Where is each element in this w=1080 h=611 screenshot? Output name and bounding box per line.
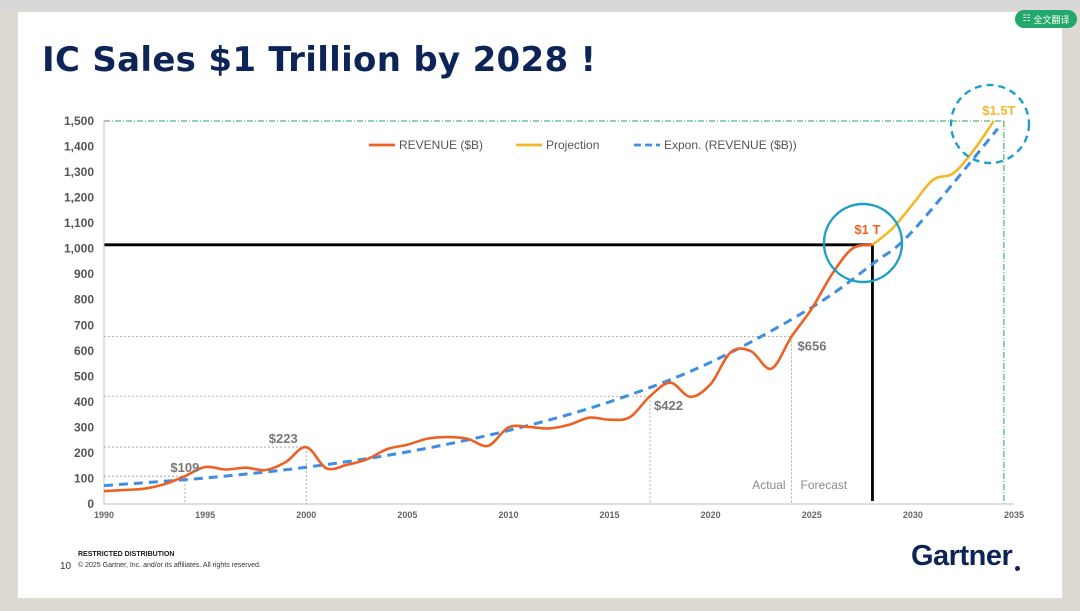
- y-tick-label: 700: [74, 318, 94, 332]
- window-top-strip: [0, 0, 1080, 10]
- x-tick-label: 2030: [903, 510, 923, 520]
- x-tick-label: 2035: [1004, 510, 1024, 520]
- y-tick-label: 1,000: [64, 242, 94, 256]
- translate-icon: ☷: [1022, 14, 1031, 24]
- data-label: $1 T: [854, 222, 880, 237]
- page-number: 10: [60, 561, 72, 572]
- translate-button[interactable]: ☷ 全文翻译: [1015, 10, 1077, 28]
- data-label: $656: [798, 339, 827, 354]
- trillion-circle: [822, 202, 904, 284]
- data-label: $422: [654, 398, 683, 413]
- actual-label: Actual: [752, 478, 785, 492]
- x-tick-label: 1990: [94, 510, 114, 520]
- y-tick-label: 200: [74, 446, 94, 460]
- restricted-distribution-label: RESTRICTED DISTRIBUTION: [78, 551, 175, 558]
- x-tick-label: 2010: [498, 510, 518, 520]
- forecast-label: Forecast: [801, 478, 848, 492]
- legend-label: REVENUE ($B): [399, 138, 483, 152]
- y-tick-label: 400: [74, 395, 94, 409]
- x-tick-label: 2020: [701, 510, 721, 520]
- y-tick-label: 300: [74, 420, 94, 434]
- x-tick-label: 2000: [296, 510, 316, 520]
- gartner-logo-dot: [1015, 566, 1020, 571]
- y-tick-label: 800: [74, 293, 94, 307]
- y-tick-label: 600: [74, 344, 94, 358]
- slide-title: IC Sales $1 Trillion by 2028 !: [42, 40, 597, 80]
- series-group: [103, 120, 999, 493]
- y-tick-label: 1,400: [64, 140, 94, 154]
- legend: REVENUE ($B) Projection Expon. (REVENUE ($…: [369, 138, 797, 152]
- copyright-notice: © 2025 Gartner, Inc. and/or its affiliat…: [78, 562, 261, 569]
- series-revenue-line: [103, 243, 873, 493]
- axes-group: 0 100 200 300 400 500 600 700 800 900 1,000 1,100 1,…: [64, 114, 1024, 520]
- x-tick-label: 1995: [195, 510, 215, 520]
- x-tick-label: 2025: [802, 510, 822, 520]
- y-tick-label: 1,300: [64, 165, 94, 179]
- slide: [18, 12, 1062, 598]
- translate-button-label: 全文翻译: [1033, 15, 1070, 26]
- annotation-group: $109 $223 $422 $656 $1 T $1.5T Actual Forecast: [170, 83, 1031, 492]
- y-tick-label: 100: [74, 471, 94, 485]
- gartner-logo: Gartner: [911, 540, 1013, 572]
- x-tick-label: 2015: [600, 510, 620, 520]
- y-tick-label: 1,200: [64, 191, 94, 205]
- reference-lines-group: [104, 120, 1005, 504]
- data-label: $109: [170, 460, 199, 475]
- data-label: $223: [269, 431, 298, 446]
- data-label: $1.5T: [982, 103, 1015, 118]
- y-tick-label: 1,500: [64, 114, 94, 128]
- series-projection-line: [871, 120, 995, 246]
- y-tick-label: 900: [74, 267, 94, 281]
- series-expon-line: [103, 127, 999, 488]
- y-tick-label: 500: [74, 369, 94, 383]
- x-tick-label: 2005: [397, 510, 417, 520]
- y-tick-label: 1,100: [64, 216, 94, 230]
- projection-circle: [949, 83, 1031, 165]
- y-tick-label: 0: [87, 497, 94, 511]
- legend-label: Expon. (REVENUE ($B)): [664, 138, 797, 152]
- legend-label: Projection: [546, 138, 599, 152]
